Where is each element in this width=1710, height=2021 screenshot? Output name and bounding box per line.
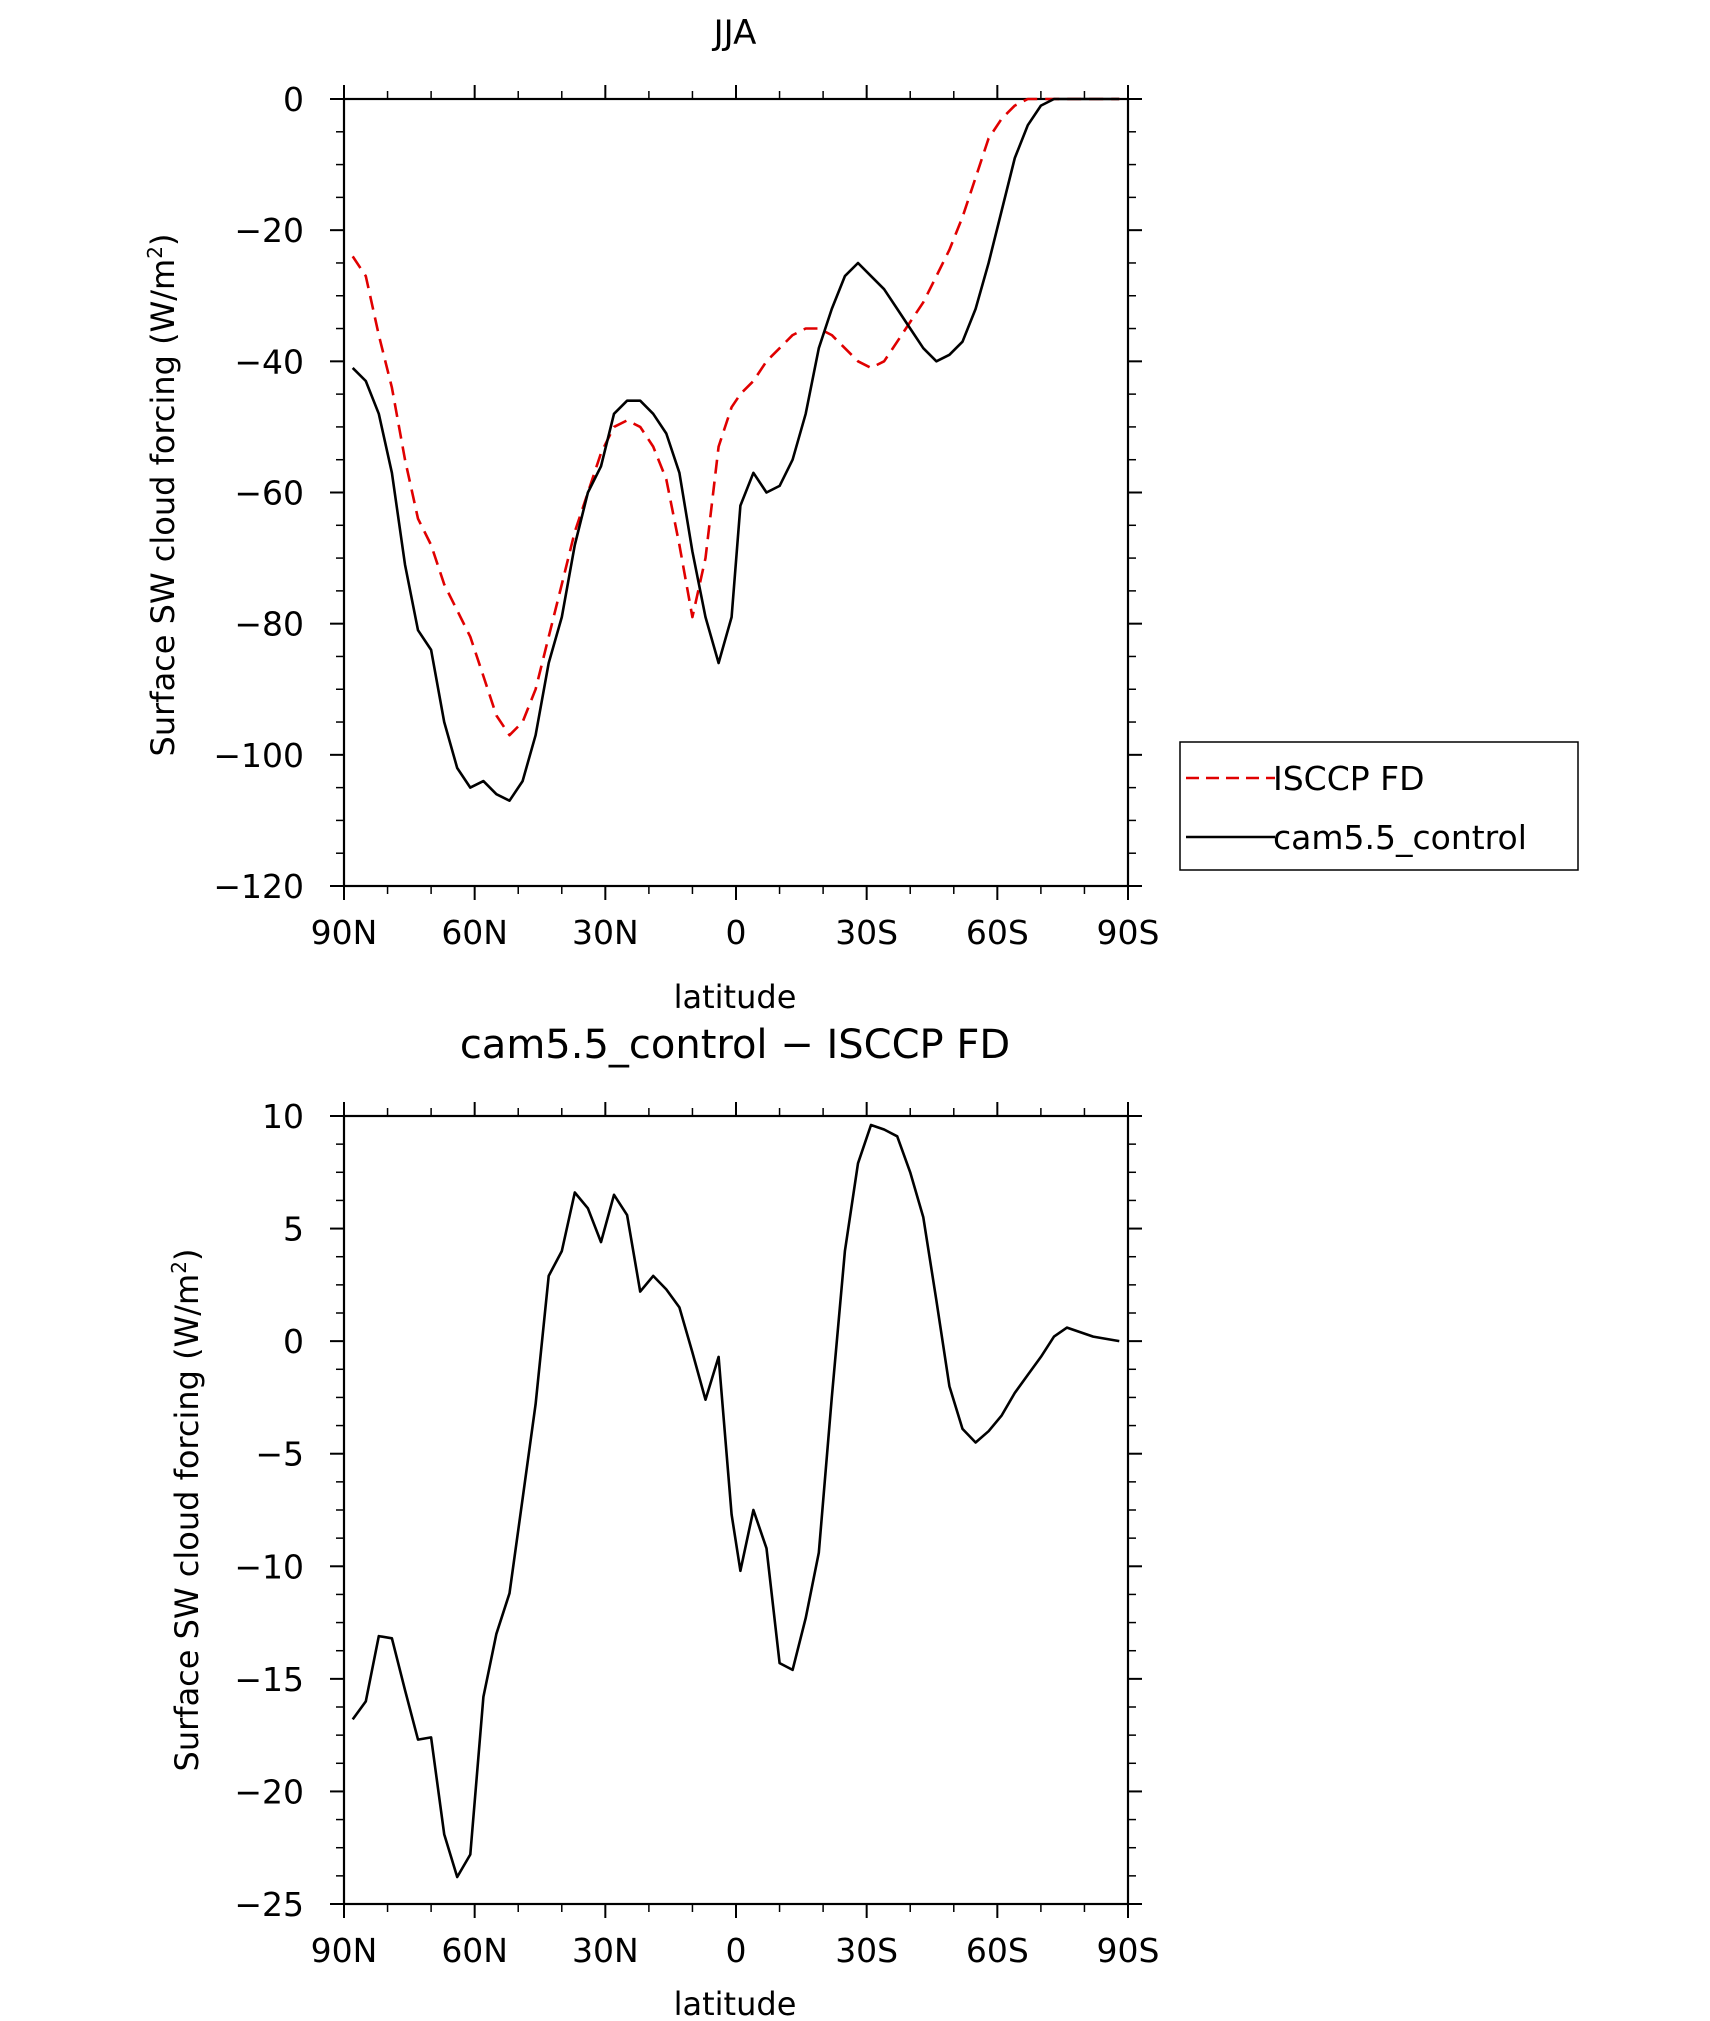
series-line-difference	[351, 1123, 1120, 1879]
x-tick-label: 0	[726, 913, 747, 952]
top-panel-jja: JJA 90N 60N 30N 0 30S 60S 90S 0 −20 −40 −60 −80 −100…	[143, 13, 1579, 1016]
y-tick-label: −60	[234, 474, 304, 513]
series-line-isccp-fd	[351, 97, 1120, 737]
y-tick-label: −120	[213, 867, 304, 906]
plot-frame	[342, 1114, 1130, 1906]
legend-label-isccp-fd: ISCCP FD	[1273, 759, 1425, 798]
bottom-panel-difference: cam5.5_control − ISCCP FD 90N 60N 30N 0 30S 6…	[167, 1022, 1159, 2021]
x-tick-label: 30N	[572, 1931, 639, 1970]
x-tick-label: 60S	[966, 913, 1029, 952]
x-tick-label: 60N	[441, 913, 508, 952]
y-tick-label: 10	[262, 1097, 304, 1136]
plot-frame	[342, 97, 1130, 888]
plot-area: 90N 60N 30N 0 30S 60S 90S 10 5 0 −5 −10 −15 −20 −25	[234, 1097, 1159, 1970]
x-tick-label: 90S	[1097, 1931, 1160, 1970]
x-tick-label: 30N	[572, 913, 639, 952]
x-tick-label: 30S	[835, 913, 898, 952]
chart-title: JJA	[712, 13, 757, 53]
y-tick-label: −10	[234, 1547, 304, 1586]
y-axis-label: Surface SW cloud forcing (W/m2)	[167, 1249, 206, 1772]
legend-label-cam5-5-control: cam5.5_control	[1273, 818, 1527, 857]
y-tick-label: 5	[283, 1210, 304, 1249]
x-axis-label: latitude	[674, 978, 797, 1016]
y-axis-label-main: Surface SW cloud forcing (W/m	[168, 1274, 206, 1772]
y-tick-label: −100	[213, 736, 304, 775]
y-axis-label-superscript: 2	[143, 246, 167, 259]
y-tick-label: −80	[234, 605, 304, 644]
y-tick-label: 0	[283, 1322, 304, 1361]
x-tick-label: 90N	[311, 913, 378, 952]
x-tick-label: 60S	[966, 1931, 1029, 1970]
series-line-cam5-5-control	[351, 97, 1120, 803]
y-axis-label-close: )	[168, 1249, 206, 1261]
legend: ISCCP FD cam5.5_control	[1179, 741, 1579, 871]
y-tick-label: −20	[234, 1772, 304, 1811]
y-tick-label: −40	[234, 342, 304, 381]
y-axis-label-close: )	[144, 234, 182, 246]
y-tick-label: −25	[234, 1885, 304, 1924]
y-axis-label: Surface SW cloud forcing (W/m2)	[143, 234, 182, 757]
y-tick-label: −20	[234, 211, 304, 250]
y-tick-label: 0	[283, 80, 304, 119]
y-axis-label-main: Surface SW cloud forcing (W/m	[144, 259, 182, 757]
x-tick-label: 60N	[441, 1931, 508, 1970]
x-tick-label: 0	[726, 1931, 747, 1970]
x-tick-label: 90N	[311, 1931, 378, 1970]
x-axis-label: latitude	[674, 1985, 797, 2021]
y-tick-label: −15	[234, 1660, 304, 1699]
y-tick-label: −5	[255, 1435, 304, 1474]
x-tick-label: 30S	[835, 1931, 898, 1970]
y-axis-label-superscript: 2	[167, 1261, 191, 1274]
x-tick-label: 90S	[1097, 913, 1160, 952]
plot-area: 90N 60N 30N 0 30S 60S 90S 0 −20 −40 −60 −80 −100 −120	[213, 80, 1159, 952]
legend-box	[1179, 741, 1579, 871]
chart-title: cam5.5_control − ISCCP FD	[460, 1022, 1010, 1068]
